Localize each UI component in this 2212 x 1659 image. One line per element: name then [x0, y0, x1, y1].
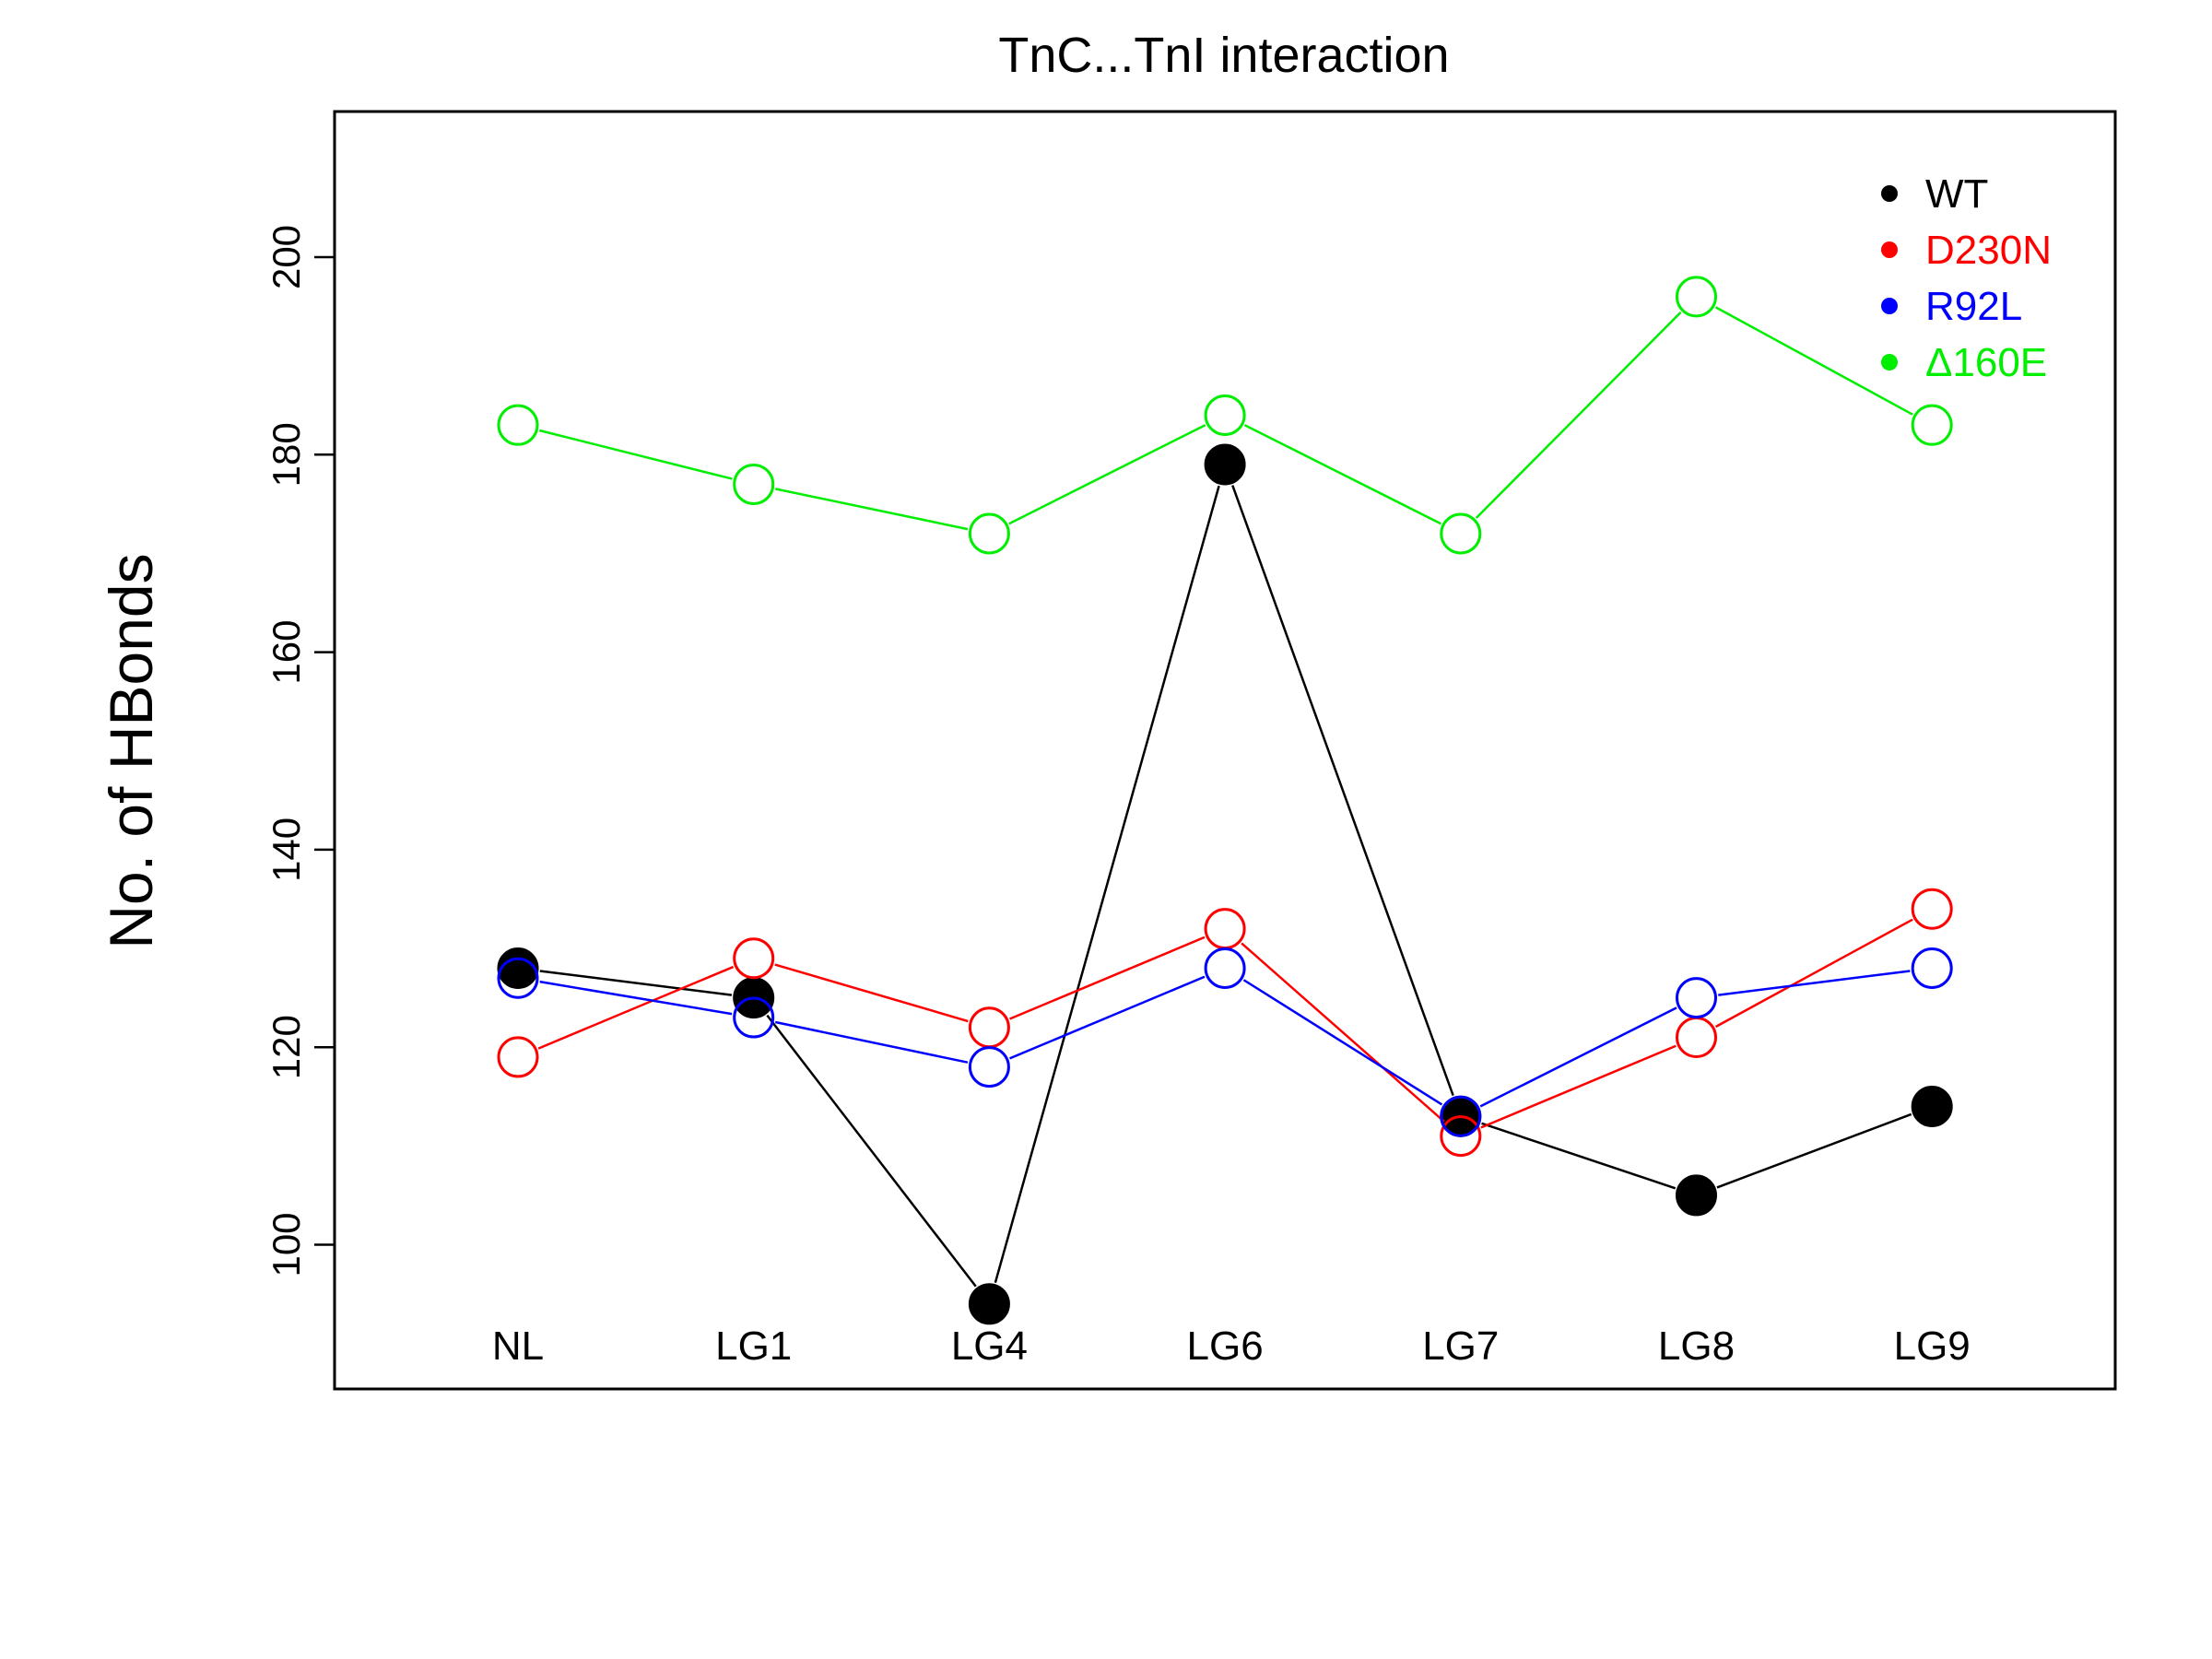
plot-frame: [333, 110, 2117, 1391]
series-line-segment: [1241, 942, 1445, 1123]
data-point: [1676, 977, 1717, 1019]
series-line-segment: [1716, 1112, 1912, 1189]
legend-marker: [1881, 298, 1898, 314]
y-tick-label: 180: [265, 422, 308, 487]
y-tick-label: 200: [265, 225, 308, 289]
series-group: [497, 888, 1953, 1158]
x-category-label: LG9: [1894, 1324, 1971, 1369]
series-line-segment: [1243, 424, 1441, 525]
data-point: [1204, 443, 1246, 486]
series-group: [497, 947, 1953, 1137]
data-point: [1204, 394, 1246, 436]
series-layer: [497, 276, 1953, 1325]
data-point: [968, 1006, 1010, 1049]
series-line-segment: [1718, 970, 1911, 996]
data-point: [1911, 947, 1953, 989]
x-category-label: LG6: [1187, 1324, 1264, 1369]
data-point: [968, 512, 1010, 555]
data-point: [1440, 1095, 1482, 1137]
y-tick-label: 140: [265, 818, 308, 882]
series-group: [497, 276, 1953, 555]
series-line-segment: [1481, 1122, 1677, 1190]
data-point: [733, 463, 775, 505]
data-point: [497, 404, 539, 446]
series-line-segment: [1714, 306, 1913, 416]
x-category-label: LG7: [1422, 1324, 1499, 1369]
series-line-segment: [538, 429, 733, 480]
data-point: [497, 947, 539, 989]
data-point: [1911, 888, 1953, 930]
data-point: [1676, 1016, 1717, 1058]
series-line-segment: [1231, 485, 1454, 1097]
x-category-label: LG8: [1658, 1324, 1735, 1369]
legend-marker: [1881, 354, 1898, 371]
series-line-segment: [774, 1020, 969, 1064]
legend-marker: [1881, 185, 1898, 202]
x-category-label: LG1: [715, 1324, 792, 1369]
series-line-segment: [994, 485, 1220, 1284]
x-category-label: LG4: [951, 1324, 1028, 1369]
data-point: [497, 1036, 539, 1078]
data-point: [1204, 908, 1246, 950]
data-point: [968, 1046, 1010, 1088]
chart-title: TnC...TnI interaction: [998, 28, 1449, 83]
series-line-segment: [1242, 979, 1443, 1106]
data-point: [1911, 404, 1953, 446]
data-point: [1911, 1085, 1953, 1127]
x-category-label: NL: [492, 1324, 544, 1369]
y-tick-label: 100: [265, 1212, 308, 1277]
series-line-segment: [1479, 1006, 1677, 1108]
data-point: [497, 957, 539, 999]
series-line-segment: [774, 963, 969, 1023]
data-point: [1204, 947, 1246, 989]
series-line-segment: [1714, 918, 1913, 1029]
series-line-segment: [1475, 311, 1682, 519]
series-line-segment: [774, 488, 969, 531]
series-line-segment: [766, 1014, 977, 1288]
y-tick-label: 160: [265, 620, 308, 685]
data-point: [1676, 1174, 1717, 1217]
data-point: [1440, 1115, 1482, 1158]
series-line-segment: [1008, 424, 1206, 525]
data-point: [968, 1283, 1010, 1325]
legend-label: D230N: [1925, 228, 2052, 273]
legend-marker: [1881, 241, 1898, 258]
y-axis-label: No. of HBonds: [97, 553, 165, 948]
series-group: [497, 443, 1953, 1325]
legend-label: R92L: [1925, 284, 2022, 329]
series-line-segment: [1009, 975, 1206, 1060]
y-axis: 100 120 140 160 180 200: [265, 225, 336, 1277]
series-line-segment: [537, 965, 735, 1050]
series-line-segment: [539, 970, 733, 996]
series-line-segment: [539, 980, 733, 1016]
x-category-labels: NL LG1 LG4 LG6 LG7 LG8 LG9: [492, 1324, 1971, 1369]
data-point: [733, 996, 775, 1039]
data-point: [1676, 276, 1717, 318]
legend-label: Δ160E: [1925, 340, 2047, 385]
series-line-segment: [1480, 1044, 1677, 1129]
data-point: [733, 937, 775, 980]
legend: WT D230N R92L Δ160E: [1881, 171, 2052, 385]
legend-label: WT: [1925, 171, 1988, 217]
y-tick-label: 120: [265, 1015, 308, 1079]
series-line-segment: [1009, 935, 1206, 1020]
data-point: [1440, 512, 1482, 555]
